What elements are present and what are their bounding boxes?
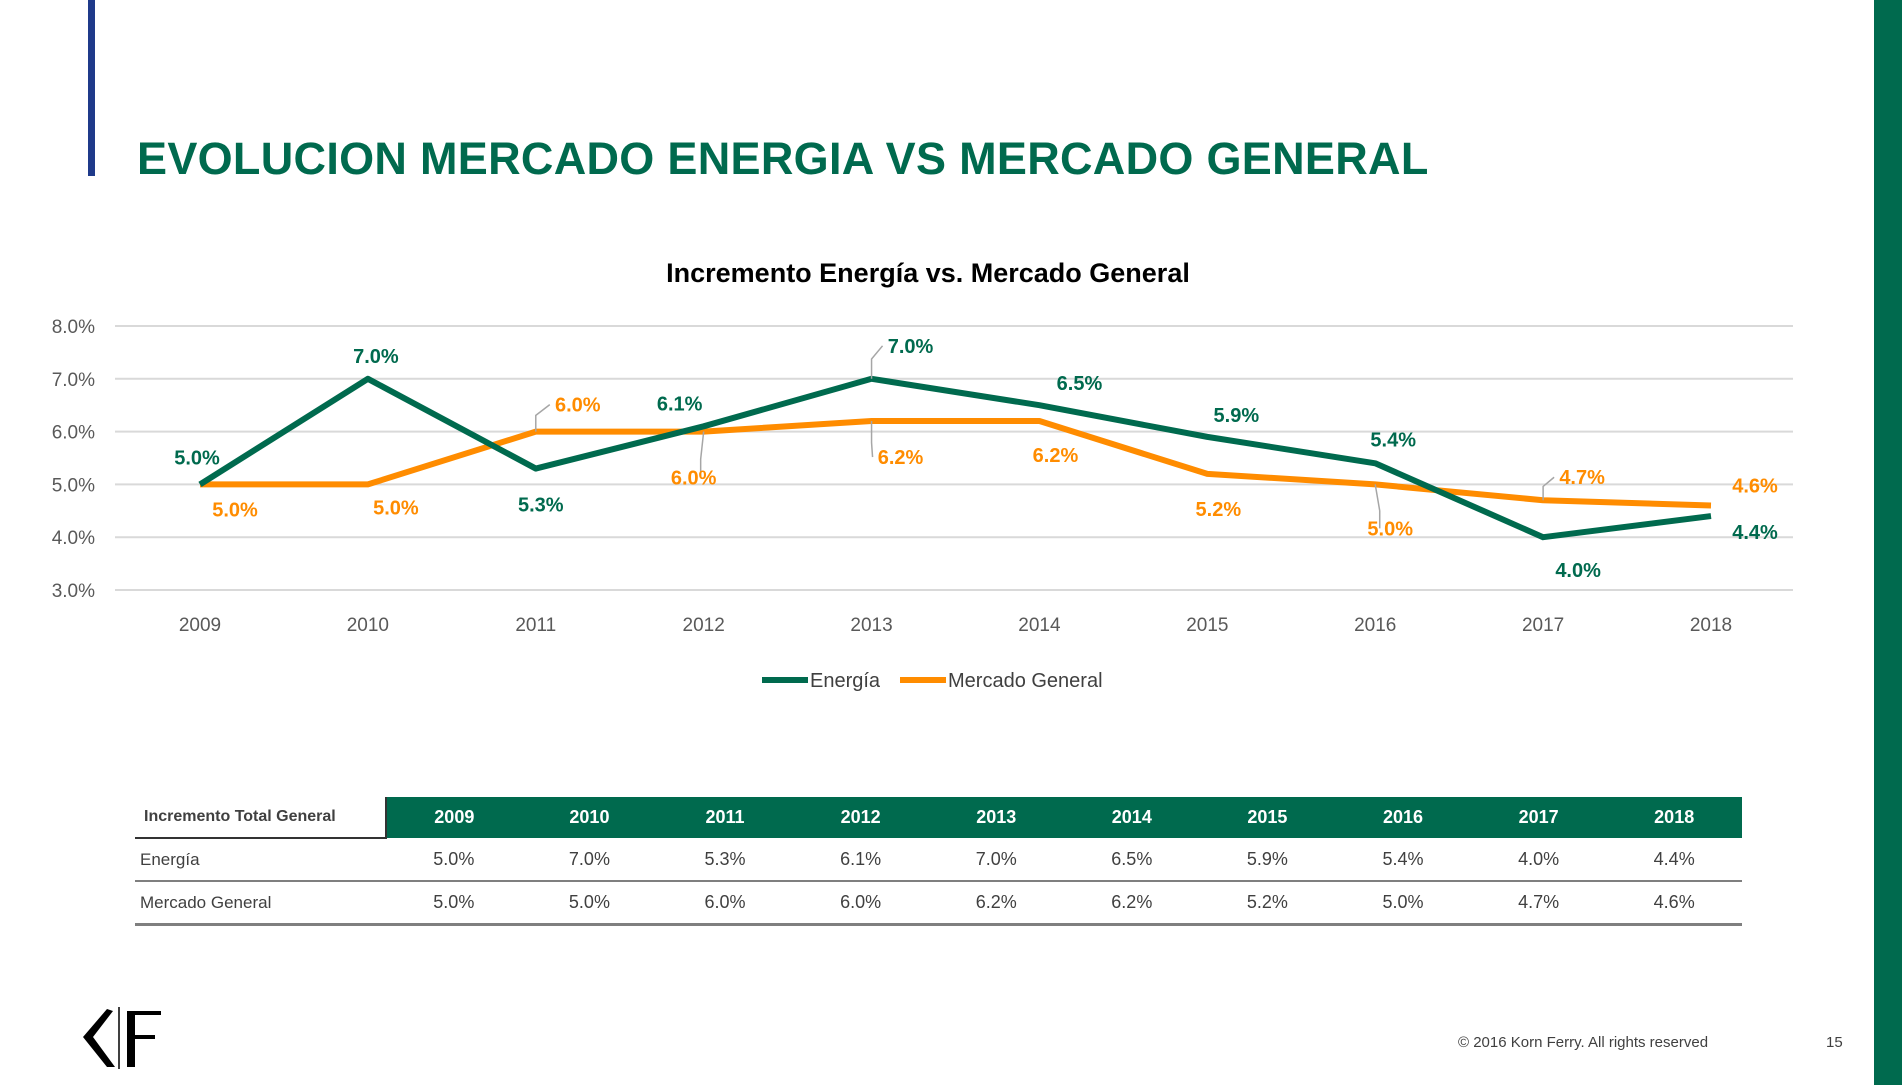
data-label: 4.7% <box>1559 467 1605 489</box>
row-label: Mercado General <box>135 881 386 926</box>
table-cell: 5.0% <box>1335 881 1471 926</box>
x-tick-label: 2013 <box>850 615 892 636</box>
y-tick-label: 5.0% <box>52 475 95 496</box>
x-tick-label: 2017 <box>1522 615 1564 636</box>
data-label: 6.5% <box>1057 373 1103 395</box>
table-header-year: 2018 <box>1606 797 1742 838</box>
data-label: 5.9% <box>1214 405 1260 427</box>
table-cell: 6.2% <box>1064 881 1200 926</box>
table-header-year: 2009 <box>386 797 522 838</box>
chart-title: Incremento Energía vs. Mercado General <box>666 258 1190 288</box>
data-label: 4.4% <box>1732 522 1778 544</box>
row-label: Energía <box>135 838 386 882</box>
table-cell: 7.0% <box>928 838 1065 882</box>
leader-line <box>535 404 551 432</box>
table-cell: 5.4% <box>1335 838 1471 882</box>
data-label: 5.0% <box>1367 518 1413 540</box>
data-label: 6.2% <box>1033 445 1079 467</box>
y-tick-label: 7.0% <box>52 370 95 391</box>
table-header-year: 2011 <box>657 797 793 838</box>
copyright-footer: © 2016 Korn Ferry. All rights reserved <box>1458 1034 1709 1051</box>
y-tick-label: 6.0% <box>52 423 95 444</box>
page-number: 15 <box>1826 1034 1843 1051</box>
data-label: 5.0% <box>212 499 258 521</box>
side-bar <box>1874 0 1902 1085</box>
data-label: 4.0% <box>1555 560 1601 582</box>
table-header-year: 2016 <box>1335 797 1471 838</box>
table-corner-header: Incremento Total General <box>135 797 387 839</box>
table-row: Mercado General 5.0% 5.0% 6.0% 6.0% 6.2% 6.2% 5… <box>135 881 1742 926</box>
table-cell: 6.0% <box>792 881 929 926</box>
legend-label-mercado: Mercado General <box>948 670 1103 692</box>
data-label: 6.0% <box>555 395 601 417</box>
leader-line <box>1542 476 1555 501</box>
accent-bar <box>88 0 95 176</box>
table-cell: 7.0% <box>521 838 658 882</box>
table-cell: 5.0% <box>521 881 658 926</box>
x-tick-label: 2014 <box>1018 615 1061 636</box>
table-header-year: 2017 <box>1470 797 1607 838</box>
table-cell: 4.6% <box>1606 881 1742 926</box>
x-tick-label: 2010 <box>347 615 389 636</box>
data-label: 5.0% <box>373 497 419 519</box>
x-tick-label: 2011 <box>515 615 556 636</box>
legend-label-energia: Energía <box>810 670 881 692</box>
table-cell: 5.0% <box>386 838 522 882</box>
y-tick-label: 8.0% <box>52 317 95 338</box>
table-cell: 6.2% <box>928 881 1065 926</box>
y-tick-label: 3.0% <box>52 581 95 602</box>
data-label: 5.3% <box>518 495 564 517</box>
data-label: 5.0% <box>174 447 220 469</box>
table-cell: 6.0% <box>657 881 793 926</box>
x-tick-label: 2018 <box>1690 615 1732 636</box>
table-header-year: 2014 <box>1064 797 1200 838</box>
x-tick-label: 2009 <box>179 615 221 636</box>
y-tick-label: 4.0% <box>52 528 95 549</box>
data-label: 7.0% <box>888 336 934 358</box>
data-label: 6.1% <box>657 393 703 415</box>
table-cell: 5.0% <box>386 881 522 926</box>
table-cell: 5.9% <box>1199 838 1336 882</box>
leader-line <box>1374 484 1381 529</box>
leader-line <box>699 431 705 478</box>
data-label: 5.4% <box>1370 429 1416 451</box>
table-header-year: 2010 <box>521 797 658 838</box>
data-label: 7.0% <box>353 346 399 368</box>
leader-line <box>870 345 884 379</box>
table-header-year: 2013 <box>928 797 1065 838</box>
x-tick-label: 2015 <box>1186 615 1228 636</box>
table-cell: 6.5% <box>1064 838 1200 882</box>
data-label: 4.6% <box>1732 476 1778 498</box>
table-cell: 5.3% <box>657 838 793 882</box>
x-tick-label: 2016 <box>1354 615 1396 636</box>
data-label: 6.0% <box>671 468 717 490</box>
data-label: 5.2% <box>1196 499 1242 521</box>
x-tick-label: 2012 <box>683 615 725 636</box>
table-header-year: 2012 <box>792 797 929 838</box>
leader-line <box>870 421 874 458</box>
table-cell: 4.0% <box>1470 838 1607 882</box>
data-label: 6.2% <box>878 447 924 469</box>
table-row: Energía 5.0% 7.0% 5.3% 6.1% 7.0% 6.5% 5.9% 5.4% 4… <box>135 838 1742 882</box>
table-cell: 5.2% <box>1199 881 1336 926</box>
korn-ferry-logo <box>83 1007 161 1069</box>
series-line-energia <box>198 375 1712 541</box>
table-cell: 4.4% <box>1606 838 1742 882</box>
table-cell: 6.1% <box>792 838 929 882</box>
data-table: Incremento Total General 2009 2010 2011 2012… <box>135 797 1742 926</box>
slide-title: EVOLUCION MERCADO ENERGIA VS MERCADO GEN… <box>137 133 1429 184</box>
series-line-mercado <box>200 418 1712 509</box>
table-header-year: 2015 <box>1199 797 1336 838</box>
table-cell: 4.7% <box>1470 881 1607 926</box>
